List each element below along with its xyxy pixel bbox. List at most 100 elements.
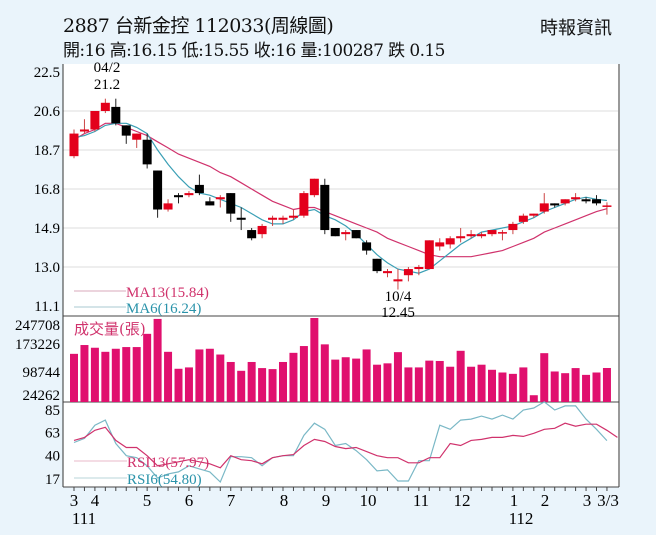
- volume-bar: [320, 344, 329, 402]
- volume-bar: [582, 374, 591, 402]
- candle: [226, 193, 236, 214]
- volume-bar: [195, 349, 204, 402]
- volume-bar: [435, 360, 444, 402]
- candle: [435, 242, 445, 247]
- volume-bar: [352, 358, 361, 402]
- x-tick-label: 11: [413, 491, 429, 510]
- candle: [362, 242, 372, 251]
- volume-bar: [362, 349, 371, 402]
- candle: [414, 267, 424, 270]
- volume-bar: [258, 368, 267, 402]
- volume-bar: [488, 369, 496, 402]
- volume-bar: [143, 333, 152, 402]
- candle: [539, 203, 549, 212]
- candle: [497, 232, 507, 234]
- candle: [163, 203, 173, 210]
- candle: [79, 129, 89, 132]
- low-date-label: 10/4: [385, 289, 412, 305]
- volume-bar: [279, 361, 287, 402]
- price-tick: 22.5: [34, 65, 60, 81]
- ma13-legend: MA13(15.84): [126, 285, 209, 301]
- candle: [194, 184, 204, 194]
- candle: [602, 205, 612, 207]
- volume-bar: [393, 352, 402, 402]
- candle: [529, 213, 539, 216]
- rsi-tick: 85: [45, 403, 60, 419]
- volume-tick: 173226: [15, 337, 61, 353]
- volume-legend: 成交量(張): [74, 320, 146, 338]
- rsi-lines: [73, 401, 618, 484]
- x-tick-label: 7: [227, 491, 236, 510]
- volume-bar: [571, 368, 580, 402]
- x-tick-label: 5: [143, 491, 152, 510]
- x-tick-label: 1: [510, 491, 519, 510]
- volume-bar: [529, 395, 538, 402]
- ma6-line: [73, 122, 607, 274]
- chart-panel: [63, 64, 619, 487]
- volume-bar: [268, 369, 277, 402]
- x-tick-label: 3: [583, 491, 592, 510]
- candle: [571, 197, 581, 200]
- volume-bar: [477, 364, 486, 402]
- volume-bar: [184, 367, 193, 402]
- volume-bar: [602, 367, 611, 402]
- volume-bar: [310, 318, 319, 402]
- rsi13-legend: RSI13(57.97): [127, 455, 209, 471]
- volume-bar: [561, 373, 570, 402]
- x-tick-label: 4: [91, 491, 100, 510]
- volume-bar: [508, 373, 517, 402]
- candle: [278, 217, 288, 220]
- volume-bar: [540, 353, 549, 402]
- volume-bar: [446, 366, 455, 402]
- candle: [393, 279, 403, 282]
- volume-bar: [289, 352, 298, 402]
- price-tick: 20.6: [34, 104, 61, 120]
- x-tick-label: 3: [70, 491, 79, 510]
- volume-bar: [205, 348, 214, 402]
- volume-tick: 24262: [23, 388, 61, 404]
- candle: [351, 230, 361, 239]
- volume-bar: [132, 347, 141, 402]
- candle: [174, 195, 183, 198]
- rsi-tick: 17: [45, 472, 61, 488]
- low-value-label: 12.45: [381, 305, 415, 321]
- year-label: 112: [509, 509, 534, 528]
- volume-tick: 247708: [15, 318, 60, 334]
- volume-bar: [80, 345, 89, 402]
- candle: [69, 133, 79, 157]
- volume-bar: [383, 363, 392, 402]
- high-value-label: 21.2: [94, 77, 120, 93]
- candle: [288, 215, 298, 218]
- ma13-line: [73, 122, 608, 258]
- volume-bar: [70, 353, 78, 402]
- volume-bar: [90, 347, 99, 402]
- candle: [299, 193, 309, 216]
- volume-bar: [550, 371, 559, 402]
- candle: [121, 125, 131, 136]
- volume-bar: [111, 348, 120, 402]
- volume-bar: [216, 354, 225, 402]
- x-tick-label: 6: [185, 491, 194, 510]
- year-label: 111: [72, 509, 96, 528]
- candle: [90, 111, 100, 130]
- volume-bar: [122, 347, 131, 402]
- candle: [592, 199, 601, 204]
- volume-bar: [373, 364, 382, 402]
- volume-bar: [153, 318, 162, 402]
- price-tick: 11.1: [34, 299, 60, 315]
- candle: [477, 234, 487, 237]
- volume-bar: [498, 372, 507, 402]
- brand-label: 時報資訊: [540, 18, 612, 39]
- x-tick-label: 2: [541, 491, 550, 510]
- volume-bar: [331, 359, 340, 402]
- volume-bar: [341, 357, 350, 402]
- candle: [205, 201, 215, 206]
- candle: [383, 271, 392, 274]
- volume-bar: [519, 367, 528, 402]
- volume-bar: [299, 346, 308, 402]
- candle: [403, 269, 413, 276]
- moving-average-lines: [73, 122, 608, 274]
- candle: [257, 225, 267, 235]
